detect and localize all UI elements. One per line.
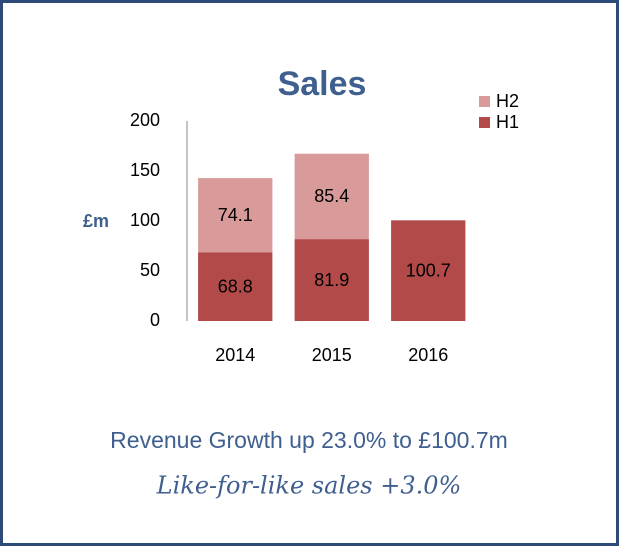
annotation: Like-for-like sales +3.0% [156,472,462,500]
bar-segment [198,178,273,253]
data-label: 100.7 [406,260,451,280]
y-tick-label: 100 [130,210,160,230]
data-label: 68.8 [218,276,253,296]
x-tick-label: 2015 [312,345,352,365]
x-tick-label: 2016 [408,345,448,365]
data-label: 85.4 [314,186,349,206]
legend-swatch [479,117,490,128]
y-tick-label: 150 [130,160,160,180]
bar-segment [391,220,466,321]
bar-segment [198,252,273,321]
y-tick-label: 200 [130,110,160,130]
data-label: 74.1 [218,205,253,225]
chart-title: Sales [278,65,367,103]
legend-swatch [479,96,490,107]
y-tick-label: 0 [150,310,160,330]
y-axis-label: £m [83,211,109,231]
annotation: Revenue Growth up 23.0% to £100.7m [110,427,508,453]
bar-segment [294,153,369,240]
data-label: 81.9 [314,270,349,290]
bar-segment [294,239,369,321]
legend-label: H2 [496,91,519,111]
legend-label: H1 [496,112,519,132]
y-tick-label: 50 [140,260,160,280]
x-tick-label: 2014 [215,345,255,365]
